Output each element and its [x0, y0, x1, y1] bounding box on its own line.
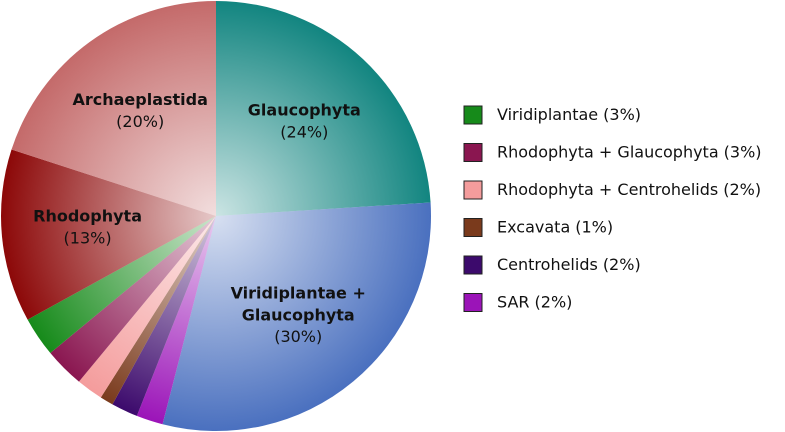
pie-slice [50, 216, 216, 382]
pie-slice [112, 216, 216, 416]
legend-swatch [463, 255, 483, 275]
slice-value-label: (30%) [274, 327, 322, 346]
legend-label: Rhodophyta + Glaucophyta (3%) [497, 142, 762, 161]
legend-swatch [463, 143, 483, 162]
legend-swatch [463, 180, 483, 200]
legend-name: Viridiplantae [497, 105, 598, 124]
slice-value-label: (20%) [116, 112, 164, 131]
pie-slice [78, 216, 216, 398]
legend-swatch [463, 105, 483, 125]
slice-label: Viridiplantae + Glaucophyta [231, 283, 366, 324]
pie-slice [100, 216, 216, 405]
pie-slice [216, 1, 431, 216]
pie-slice [27, 216, 216, 354]
legend-label: Viridiplantae (3%) [497, 105, 641, 124]
legend-name: Rhodophyta + Glaucophyta [497, 142, 719, 161]
legend-label: Centrohelids (2%) [497, 255, 641, 274]
slice-label: Rhodophyta [33, 207, 142, 226]
legend-swatch [463, 293, 483, 312]
legend-name: Rhodophyta + Centrohelids [497, 180, 718, 199]
legend-value: (1%) [575, 217, 613, 236]
pie-slice [11, 1, 217, 216]
legend-name: Centrohelids [497, 255, 598, 274]
legend-name: SAR [497, 292, 530, 311]
legend-value: (3%) [724, 142, 762, 161]
slice-label: Archaeplastida [72, 90, 207, 109]
legend-swatch [463, 218, 483, 237]
pie-slice [136, 216, 216, 425]
pie-slice [162, 202, 431, 431]
slice-label: Glaucophyta [248, 100, 361, 119]
legend-label: SAR (2%) [497, 292, 572, 311]
legend-label: Rhodophyta + Centrohelids (2%) [497, 180, 761, 199]
slice-value-label: (13%) [64, 229, 112, 248]
legend-label: Excavata (1%) [497, 217, 613, 236]
slice-value-label: (24%) [280, 122, 328, 141]
legend-value: (3%) [603, 105, 641, 124]
legend-value: (2%) [723, 180, 761, 199]
legend-value: (2%) [535, 292, 573, 311]
legend-name: Excavata [497, 217, 570, 236]
legend-value: (2%) [603, 255, 641, 274]
pie-slice [1, 149, 217, 320]
